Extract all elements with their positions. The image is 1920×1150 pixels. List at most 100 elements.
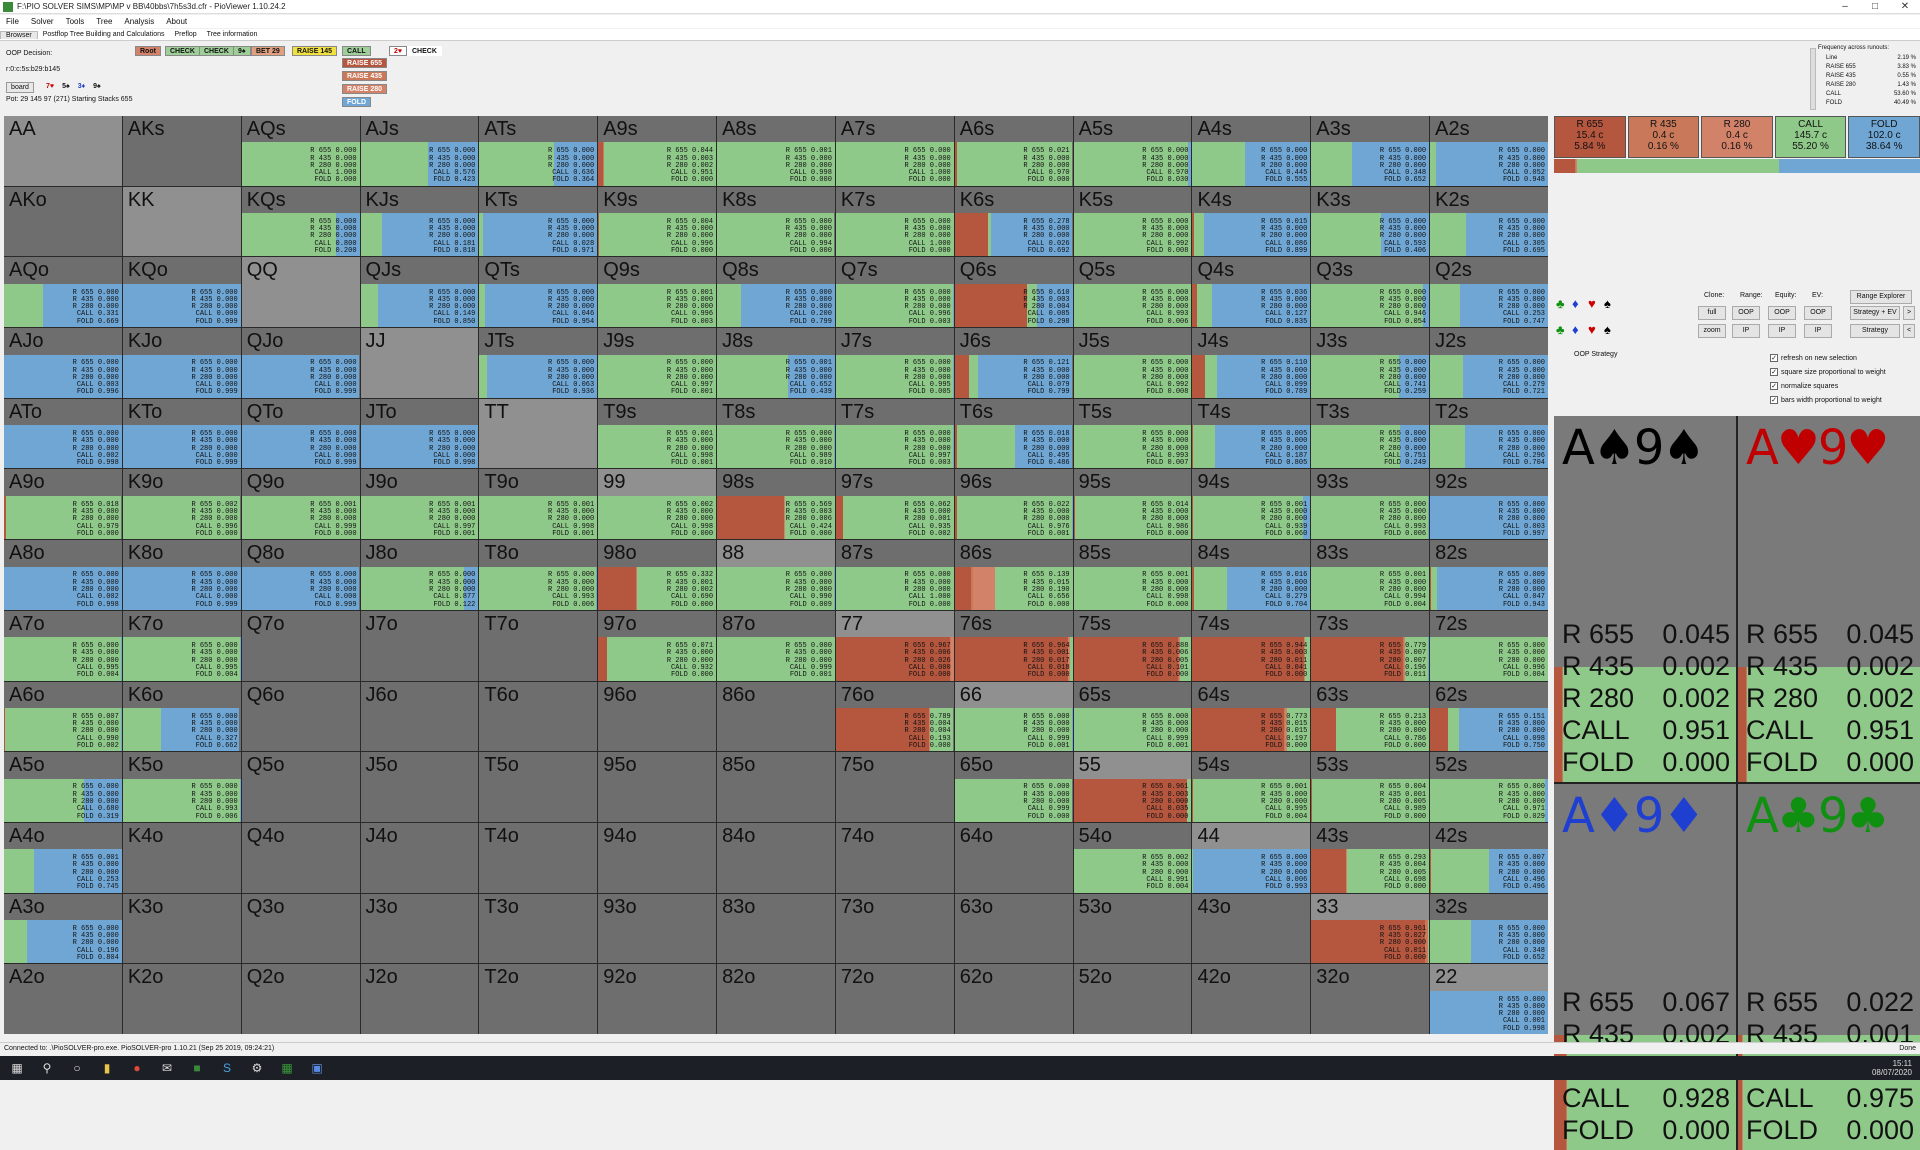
hand-cell[interactable]: QQ <box>242 257 360 327</box>
range-oop-button[interactable]: OOP <box>1732 306 1760 320</box>
hand-cell[interactable]: A2o <box>4 964 122 1034</box>
menu-tree[interactable]: Tree <box>90 17 118 26</box>
tree-call[interactable]: CALL <box>342 46 371 56</box>
hand-cell[interactable]: 52o <box>1074 964 1192 1034</box>
hand-cell[interactable]: K2o <box>123 964 241 1034</box>
hand-cell[interactable]: J4o <box>361 823 479 893</box>
skype-icon[interactable]: S <box>214 1059 240 1077</box>
chat-icon[interactable]: ▣ <box>304 1059 330 1077</box>
minimize-icon[interactable]: – <box>1830 1 1860 12</box>
option-raise-655[interactable]: RAISE 655 <box>342 58 387 68</box>
arrow-left-icon[interactable]: < <box>1903 324 1915 338</box>
hand-cell[interactable]: 74o <box>836 823 954 893</box>
tree-card[interactable]: 9♠ <box>233 46 251 56</box>
heart-icon[interactable]: ♥ <box>1588 296 1596 311</box>
windows-start-icon[interactable]: ▦ <box>4 1059 30 1077</box>
hand-cell[interactable]: 43o <box>1192 894 1310 964</box>
range-ip-button[interactable]: IP <box>1732 324 1760 338</box>
equity-oop-button[interactable]: OOP <box>1768 306 1796 320</box>
hand-cell[interactable]: 83o <box>717 894 835 964</box>
hand-cell[interactable]: 72o <box>836 964 954 1034</box>
gear-icon[interactable]: ⚙ <box>244 1059 270 1077</box>
menu-about[interactable]: About <box>160 17 193 26</box>
full-button[interactable]: full <box>1698 306 1726 320</box>
task-view-icon[interactable]: ○ <box>64 1059 90 1077</box>
tab-preflop[interactable]: Preflop <box>169 31 201 38</box>
hand-cell[interactable]: 62o <box>955 964 1073 1034</box>
hand-cell[interactable]: 63o <box>955 894 1073 964</box>
tab-browser[interactable]: Browser <box>0 31 38 39</box>
hand-cell[interactable]: 94o <box>598 823 716 893</box>
hand-cell[interactable]: J7o <box>361 611 479 681</box>
piosolver-icon[interactable]: ■ <box>184 1059 210 1077</box>
maximize-icon[interactable]: □ <box>1860 1 1890 12</box>
close-icon[interactable]: ✕ <box>1890 1 1920 12</box>
board-button[interactable]: board <box>6 82 34 93</box>
ev-oop-button[interactable]: OOP <box>1804 306 1832 320</box>
hand-cell[interactable]: 92o <box>598 964 716 1034</box>
mail-icon[interactable]: ✉ <box>154 1059 180 1077</box>
hand-cell[interactable]: 93o <box>598 894 716 964</box>
hand-cell[interactable]: Q3o <box>242 894 360 964</box>
spade-icon[interactable]: ♠ <box>1604 296 1611 311</box>
refresh-checkbox[interactable]: ✓refresh on new selection <box>1770 354 1857 362</box>
tree-root[interactable]: Root <box>135 46 161 56</box>
hand-cell[interactable]: J5o <box>361 752 479 822</box>
chrome-icon[interactable]: ● <box>124 1059 150 1077</box>
heart-icon[interactable]: ♥ <box>1588 322 1596 337</box>
hand-cell[interactable]: J6o <box>361 682 479 752</box>
hand-cell[interactable]: AKs <box>123 116 241 186</box>
